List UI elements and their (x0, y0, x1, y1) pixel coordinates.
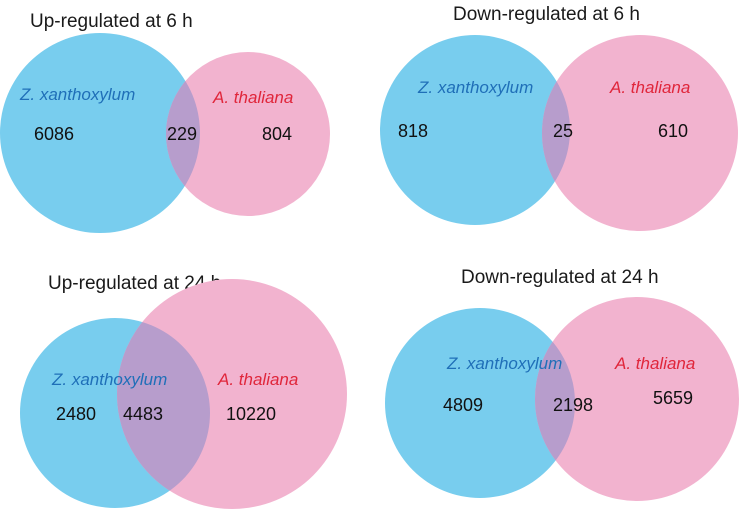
overlap-count: 25 (553, 121, 573, 141)
venn-down-6h: Down-regulated at 6 h Z. xanthoxylum A. … (380, 4, 738, 231)
left-only-count: 2480 (56, 404, 96, 424)
right-only-count: 5659 (653, 388, 693, 408)
right-set-label: A. thaliana (212, 88, 293, 107)
venn-title: Down-regulated at 24 h (461, 267, 659, 288)
venn-title: Up-regulated at 24 h (48, 273, 221, 294)
right-circle-a-thaliana (542, 35, 738, 231)
venn-title: Up-regulated at 6 h (30, 11, 193, 32)
overlap-count: 4483 (123, 404, 163, 424)
left-only-count: 818 (398, 121, 428, 141)
right-set-label: A. thaliana (609, 78, 690, 97)
left-only-count: 6086 (34, 124, 74, 144)
overlap-count: 2198 (553, 395, 593, 415)
left-only-count: 4809 (443, 395, 483, 415)
venn-up-24h: Up-regulated at 24 h Z. xanthoxylum A. t… (20, 273, 347, 509)
right-set-label: A. thaliana (614, 354, 695, 373)
right-only-count: 10220 (226, 404, 276, 424)
venn-title: Down-regulated at 6 h (453, 4, 640, 25)
right-circle-a-thaliana (166, 52, 330, 216)
overlap-count: 229 (167, 124, 197, 144)
right-only-count: 610 (658, 121, 688, 141)
left-circle-z-xanthoxylum (385, 308, 575, 498)
right-set-label: A. thaliana (217, 370, 298, 389)
venn-down-24h: Down-regulated at 24 h Z. xanthoxylum A.… (385, 267, 739, 501)
left-set-label: Z. xanthoxylum (19, 85, 135, 104)
venn-up-6h: Up-regulated at 6 h Z. xanthoxylum A. th… (0, 11, 330, 233)
left-set-label: Z. xanthoxylum (446, 354, 562, 373)
right-only-count: 804 (262, 124, 292, 144)
left-circle-z-xanthoxylum (380, 35, 570, 225)
right-circle-a-thaliana (535, 297, 739, 501)
left-set-label: Z. xanthoxylum (417, 78, 533, 97)
left-set-label: Z. xanthoxylum (51, 370, 167, 389)
left-circle-z-xanthoxylum (0, 33, 200, 233)
